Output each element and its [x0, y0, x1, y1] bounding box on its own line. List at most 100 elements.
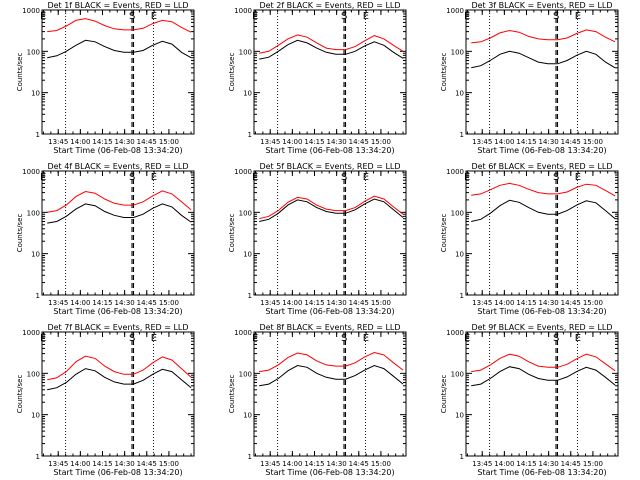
x-axis-label: Start Time (06-Feb-08 13:34:20) [265, 307, 394, 316]
lld-series-line [47, 18, 192, 33]
event-marker: E [40, 11, 46, 22]
lld-series-line [471, 353, 616, 373]
plot-frame [253, 9, 407, 135]
y-tick-label: 10 [243, 412, 252, 420]
plot-frame [41, 170, 195, 296]
lld-series-line [259, 351, 404, 373]
x-tick-label: 14:00 [494, 460, 514, 468]
y-tick-label: 1 [36, 453, 40, 461]
x-tick-label: 14:30 [539, 299, 559, 307]
chart-title: Det 4f BLACK = Events, RED = LLD [47, 162, 188, 171]
event-marker: E [363, 11, 369, 22]
chart-title: Det 8f BLACK = Events, RED = LLD [259, 323, 400, 332]
lld-series-line [259, 34, 404, 54]
event-marker: S [341, 333, 347, 344]
event-marker: E [252, 11, 258, 22]
y-tick-label: 1 [248, 453, 252, 461]
chart-title: Det 3f BLACK = Events, RED = LLD [471, 1, 612, 10]
x-tick-label: 14:15 [516, 460, 536, 468]
y-axis-label: Counts/sec [16, 214, 24, 253]
events-series-line [259, 198, 404, 222]
event-marker: E [40, 333, 46, 344]
y-tick-label: 100 [239, 48, 252, 56]
events-series-line [47, 203, 192, 224]
event-marker: E [464, 11, 470, 22]
event-marker: E [464, 172, 470, 183]
x-tick-label: 15:00 [159, 299, 179, 307]
chart-panel: Det 5f BLACK = Events, RED = LLD 1 10 100 10… [228, 162, 407, 316]
plot-frame [41, 331, 195, 457]
x-tick-label: 13:45 [260, 460, 280, 468]
chart-title: Det 9f BLACK = Events, RED = LLD [471, 323, 612, 332]
y-tick-label: 100 [239, 209, 252, 217]
y-tick-label: 1000 [22, 7, 40, 15]
y-axis-label: Counts/sec [16, 53, 24, 92]
events-series-line [47, 368, 192, 391]
y-tick-label: 100 [27, 48, 40, 56]
x-tick-label: 15:00 [371, 299, 391, 307]
chart-panel: Det 8f BLACK = Events, RED = LLD 1 10 100 10… [228, 323, 407, 477]
event-marker: S [129, 11, 135, 22]
x-tick-label: 14:00 [282, 460, 302, 468]
x-tick-label: 13:45 [260, 138, 280, 146]
x-tick-label: 14:30 [115, 460, 135, 468]
x-tick-label: 14:45 [349, 138, 369, 146]
x-tick-label: 14:45 [137, 460, 157, 468]
event-marker: E [151, 172, 157, 183]
x-axis-label: Start Time (06-Feb-08 13:34:20) [477, 468, 606, 477]
event-marker: E [252, 172, 258, 183]
x-tick-label: 14:30 [327, 299, 347, 307]
event-marker: E [575, 333, 581, 344]
event-marker: E [40, 172, 46, 183]
y-axis-label: Counts/sec [228, 375, 236, 414]
event-marker: E [151, 11, 157, 22]
x-tick-label: 14:15 [92, 460, 112, 468]
event-marker: E [575, 172, 581, 183]
x-tick-label: 14:45 [137, 138, 157, 146]
plot-frame [253, 170, 407, 296]
x-tick-label: 14:45 [561, 138, 581, 146]
x-tick-label: 14:45 [349, 460, 369, 468]
x-tick-label: 15:00 [159, 460, 179, 468]
x-tick-label: 15:00 [159, 138, 179, 146]
x-tick-label: 14:00 [70, 138, 90, 146]
x-axis-label: Start Time (06-Feb-08 13:34:20) [477, 146, 606, 155]
y-tick-label: 10 [31, 412, 40, 420]
y-axis-label: Counts/sec [440, 375, 448, 414]
x-axis-label: Start Time (06-Feb-08 13:34:20) [265, 468, 394, 477]
x-tick-label: 15:00 [583, 138, 603, 146]
y-tick-label: 10 [243, 251, 252, 259]
x-axis-label: Start Time (06-Feb-08 13:34:20) [53, 468, 182, 477]
chart-title: Det 1f BLACK = Events, RED = LLD [47, 1, 188, 10]
x-tick-label: 15:00 [371, 138, 391, 146]
chart-title: Det 7f BLACK = Events, RED = LLD [47, 323, 188, 332]
lld-series-line [47, 355, 192, 381]
y-tick-label: 10 [455, 412, 464, 420]
event-marker: S [129, 333, 135, 344]
event-marker: S [129, 172, 135, 183]
event-marker: E [464, 333, 470, 344]
chart-panel: Det 9f BLACK = Events, RED = LLD 1 10 100 10… [440, 323, 619, 477]
x-tick-label: 13:45 [260, 299, 280, 307]
y-tick-label: 10 [31, 90, 40, 98]
events-series-line [259, 39, 404, 60]
x-tick-label: 14:00 [70, 460, 90, 468]
x-axis-label: Start Time (06-Feb-08 13:34:20) [265, 146, 394, 155]
y-tick-label: 1000 [234, 168, 252, 176]
events-series-line [471, 199, 616, 222]
y-tick-label: 1000 [22, 168, 40, 176]
y-tick-label: 1 [36, 131, 40, 139]
x-tick-label: 14:45 [137, 299, 157, 307]
y-tick-label: 100 [451, 370, 464, 378]
event-marker: S [553, 333, 559, 344]
y-tick-label: 1 [36, 292, 40, 300]
event-marker: E [575, 11, 581, 22]
y-axis-label: Counts/sec [440, 53, 448, 92]
y-tick-label: 100 [27, 209, 40, 217]
x-tick-label: 14:15 [304, 299, 324, 307]
x-tick-label: 13:45 [48, 460, 68, 468]
event-marker: E [151, 333, 157, 344]
plot-frame [465, 170, 619, 296]
x-tick-label: 15:00 [583, 460, 603, 468]
